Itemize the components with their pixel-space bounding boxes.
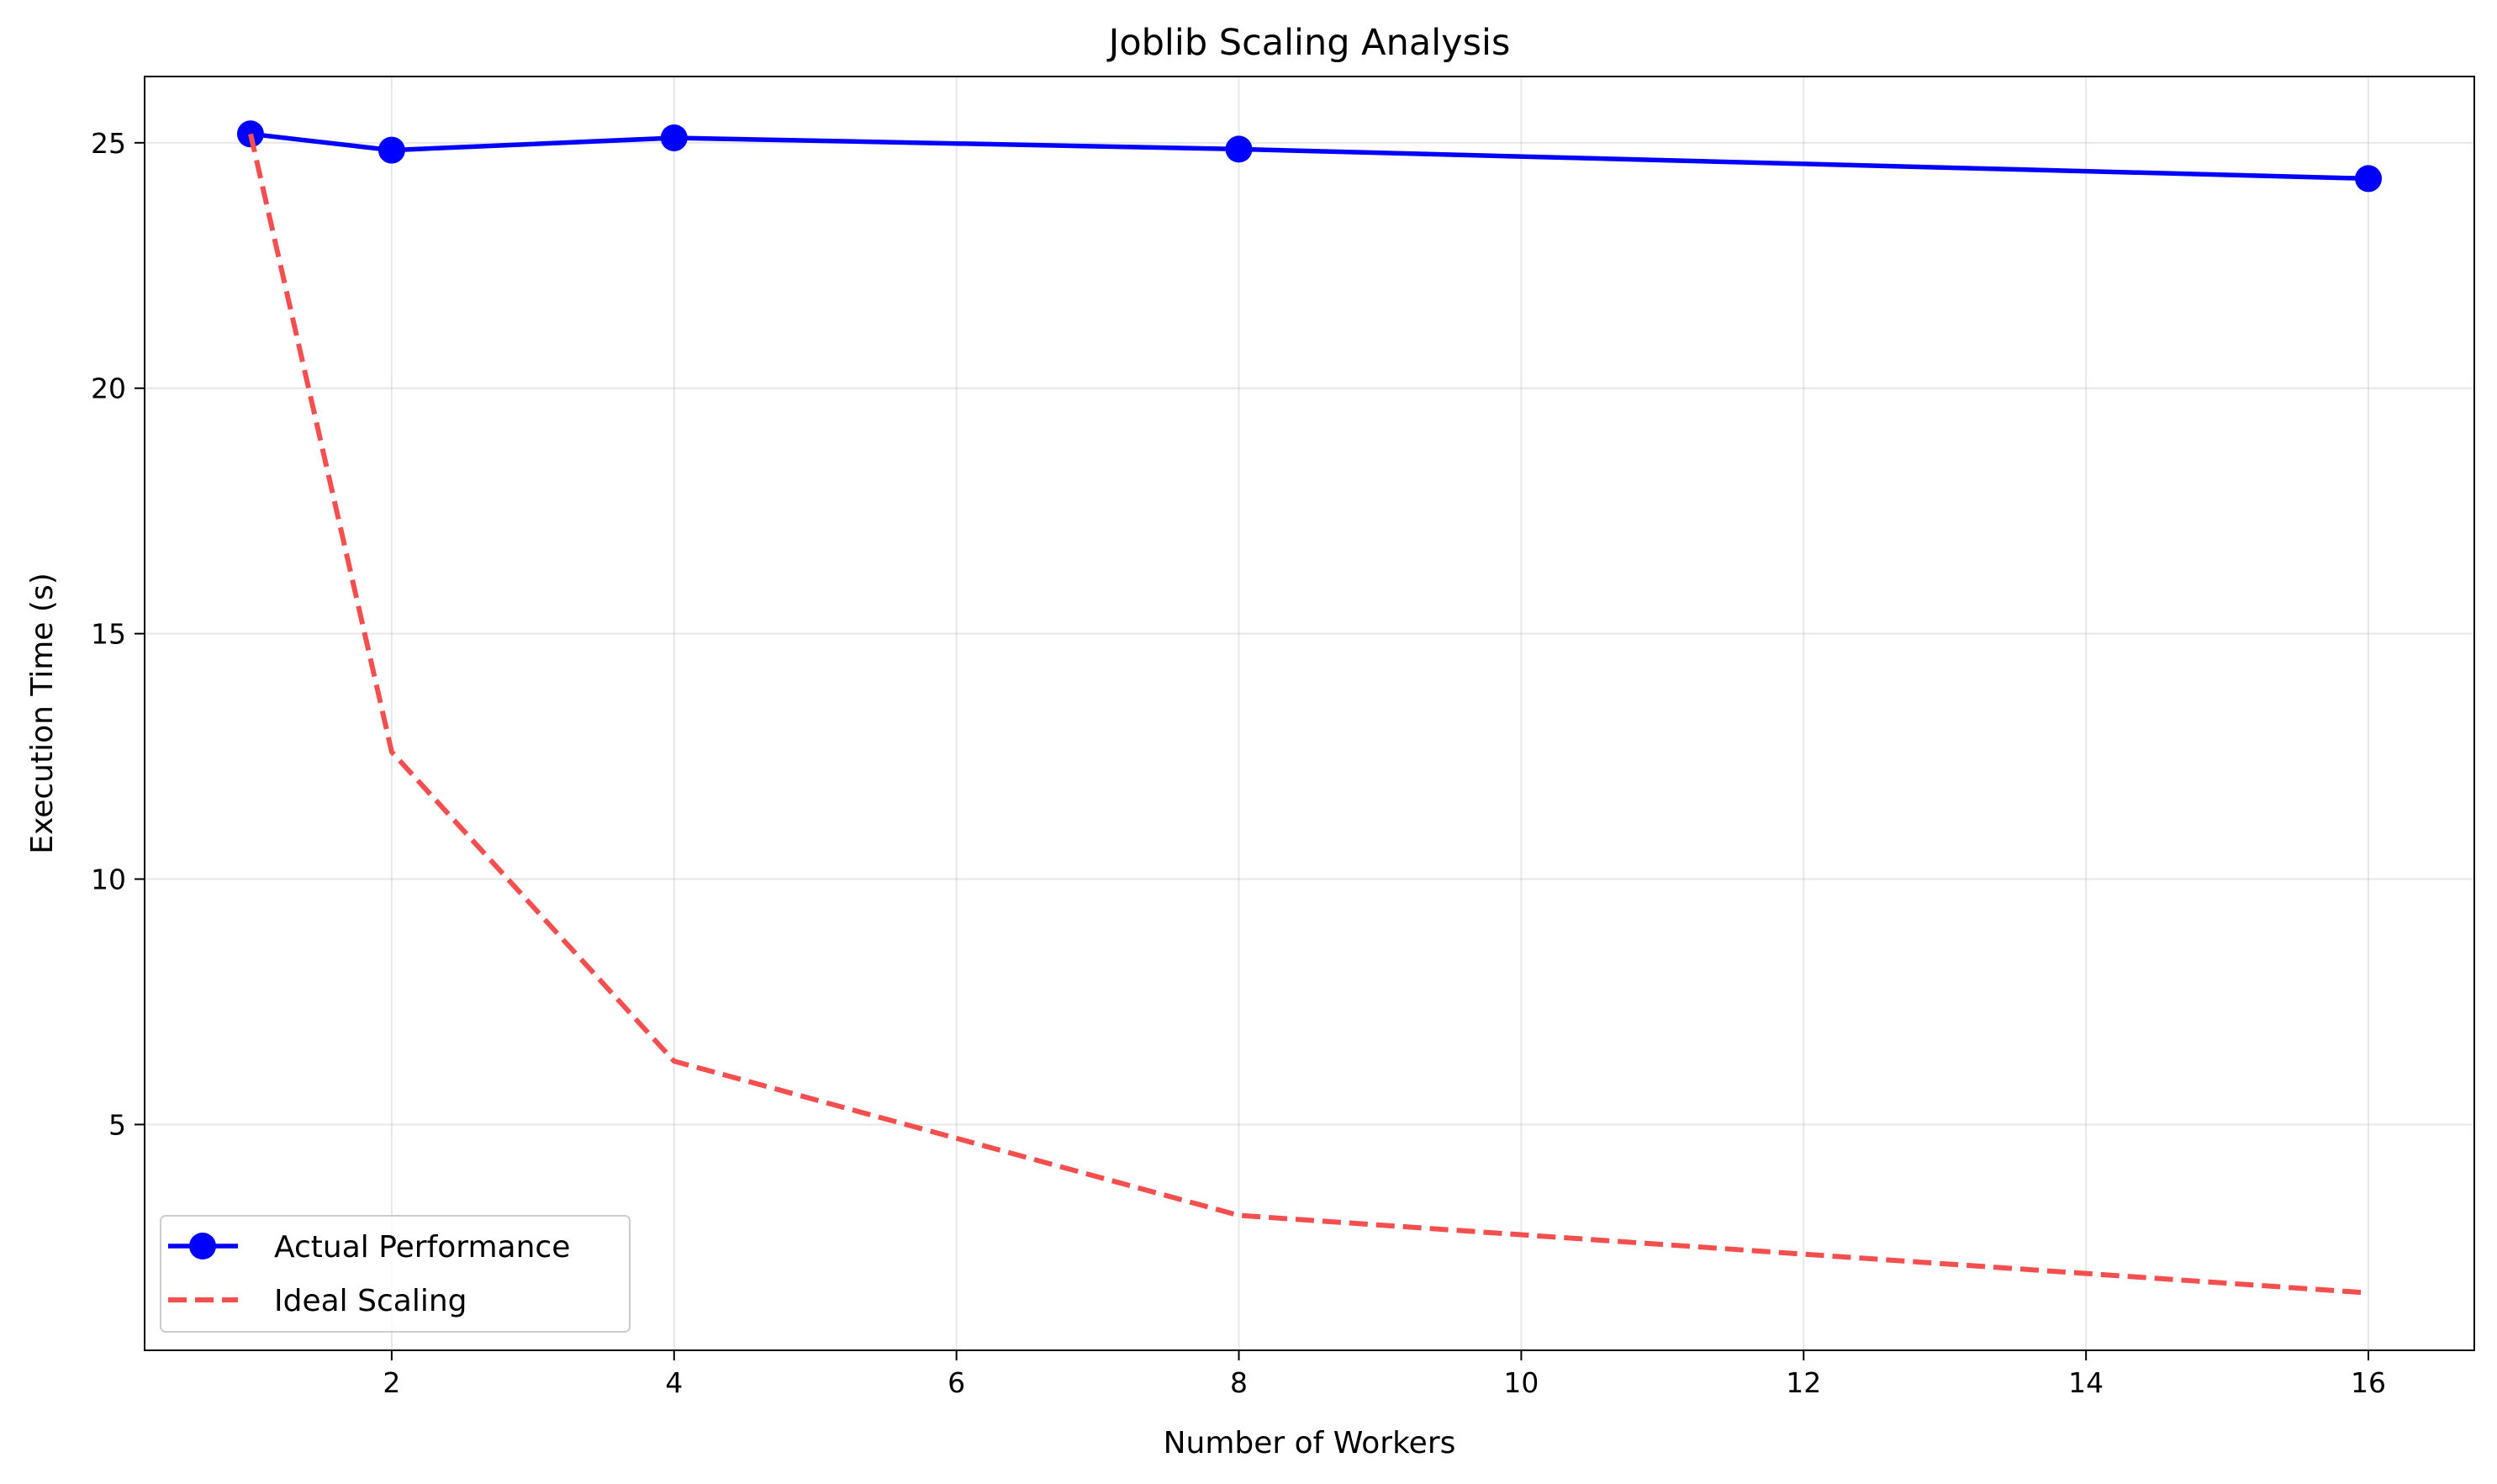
legend-label-actual: Actual Performance <box>274 1230 570 1265</box>
legend-label-ideal: Ideal Scaling <box>274 1284 467 1318</box>
y-tick-label: 15 <box>91 618 126 651</box>
x-tick-label: 8 <box>1230 1366 1248 1399</box>
x-tick-label: 2 <box>383 1366 400 1399</box>
y-tick-label: 10 <box>91 863 126 896</box>
series-point-0 <box>1225 135 1253 163</box>
x-tick-label: 12 <box>1786 1366 1821 1399</box>
x-tick-label: 4 <box>665 1366 683 1399</box>
series-point-0 <box>377 136 405 164</box>
y-axis-title: Execution Time (s) <box>25 573 60 854</box>
legend-marker-actual <box>189 1233 216 1260</box>
axis-ticks: 2 4 6 8 10 12 14 16 5 10 15 20 25 <box>91 127 2386 1399</box>
series-point-0 <box>2355 165 2383 193</box>
plot-series <box>236 120 2383 1296</box>
x-tick-label: 10 <box>1503 1366 1539 1399</box>
y-tick-label: 20 <box>91 372 126 405</box>
series-line-1 <box>248 133 2369 1296</box>
series-point-0 <box>660 124 688 151</box>
series-point-0 <box>236 120 264 148</box>
plot-frame <box>144 76 2475 1351</box>
chart-title: Joblib Scaling Analysis <box>1106 22 1511 64</box>
grid <box>145 77 2474 1350</box>
legend: Actual Performance Ideal Scaling <box>160 1215 631 1333</box>
x-tick-label: 14 <box>2068 1366 2104 1399</box>
x-tick-label: 16 <box>2351 1366 2386 1399</box>
legend-box <box>160 1215 631 1333</box>
x-axis-title: Number of Workers <box>1164 1426 1456 1460</box>
x-tick-label: 6 <box>948 1366 965 1399</box>
y-tick-label: 5 <box>108 1108 126 1141</box>
y-tick-label: 25 <box>91 127 126 160</box>
